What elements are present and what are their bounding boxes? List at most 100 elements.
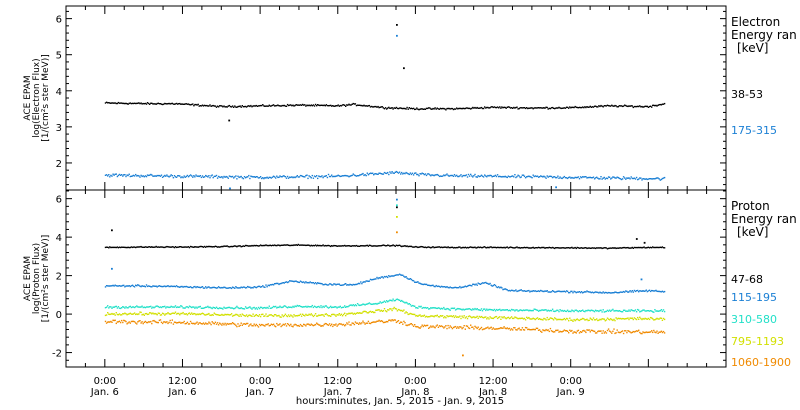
data-point — [486, 247, 488, 249]
data-point — [558, 106, 560, 109]
data-point — [565, 177, 568, 179]
data-point — [594, 332, 597, 334]
data-point — [221, 105, 223, 107]
data-point — [251, 325, 253, 327]
data-point — [496, 174, 499, 176]
data-point — [531, 309, 533, 312]
data-point — [651, 106, 653, 108]
data-point — [206, 313, 208, 316]
data-point — [199, 175, 201, 177]
data-point — [249, 245, 251, 247]
data-point — [266, 286, 268, 288]
data-point — [318, 282, 320, 284]
data-point — [633, 105, 636, 108]
data-point — [489, 246, 491, 248]
data-point — [406, 106, 408, 109]
data-point — [615, 309, 617, 312]
data-point — [160, 174, 163, 176]
data-point — [606, 292, 609, 294]
data-point — [393, 306, 395, 309]
data-point — [621, 291, 624, 293]
data-point — [519, 317, 521, 320]
data-point — [425, 315, 428, 318]
data-point — [598, 330, 600, 332]
data-point — [157, 102, 159, 104]
data-point — [521, 174, 524, 176]
data-point — [552, 319, 555, 321]
data-point — [202, 176, 205, 178]
data-point — [493, 284, 496, 286]
data-point — [194, 323, 196, 325]
data-point — [379, 172, 381, 174]
data-point — [610, 178, 612, 180]
data-point — [561, 107, 563, 109]
data-point — [252, 307, 254, 309]
data-point — [526, 327, 528, 329]
data-point — [360, 304, 362, 306]
data-point — [200, 245, 203, 248]
data-point — [624, 330, 626, 332]
data-point — [477, 326, 479, 328]
data-point — [641, 310, 643, 312]
data-point — [585, 291, 587, 293]
data-point — [598, 247, 600, 249]
data-point — [479, 327, 482, 330]
data-point — [333, 324, 335, 326]
data-point — [105, 306, 108, 308]
data-point — [550, 330, 553, 332]
data-point — [488, 247, 490, 249]
data-point — [234, 323, 236, 326]
data-point — [646, 105, 648, 108]
data-point — [624, 246, 626, 249]
data-point — [661, 246, 664, 248]
data-point — [367, 320, 370, 323]
data-point — [443, 317, 445, 319]
data-point — [653, 178, 655, 180]
data-point — [231, 315, 234, 317]
data-point — [376, 245, 378, 247]
data-point — [220, 246, 222, 248]
data-point — [270, 245, 273, 247]
data-point — [537, 310, 540, 312]
data-point — [110, 313, 112, 315]
legend-title-line: [keV] — [737, 41, 768, 55]
data-point — [228, 246, 231, 248]
data-point — [283, 104, 285, 107]
data-point — [531, 290, 533, 293]
data-point — [126, 174, 128, 176]
data-point — [270, 177, 273, 179]
data-point — [529, 175, 531, 178]
data-point — [465, 325, 468, 327]
data-point — [629, 178, 631, 180]
data-point — [439, 286, 442, 288]
data-point — [287, 306, 290, 308]
data-point — [331, 105, 333, 107]
data-point — [229, 287, 232, 289]
data-point — [339, 104, 341, 107]
data-point — [481, 246, 484, 249]
data-point — [458, 327, 460, 329]
data-point — [658, 246, 660, 249]
data-point — [372, 106, 374, 108]
data-point — [617, 331, 619, 333]
data-point — [259, 324, 262, 327]
data-point — [277, 315, 279, 317]
data-point — [217, 286, 220, 288]
data-point — [122, 284, 124, 287]
data-point — [180, 305, 182, 307]
data-point — [460, 107, 462, 110]
data-point — [150, 173, 152, 176]
data-point — [279, 175, 281, 177]
data-point — [579, 247, 582, 249]
data-point — [255, 176, 257, 178]
data-point — [467, 173, 470, 176]
data-point — [508, 246, 511, 249]
data-point — [113, 319, 115, 322]
data-point — [146, 313, 149, 316]
data-point — [407, 324, 409, 326]
data-point — [654, 309, 656, 311]
data-point — [322, 325, 324, 327]
data-point — [610, 331, 612, 333]
data-point — [318, 175, 320, 177]
data-point — [310, 306, 312, 308]
